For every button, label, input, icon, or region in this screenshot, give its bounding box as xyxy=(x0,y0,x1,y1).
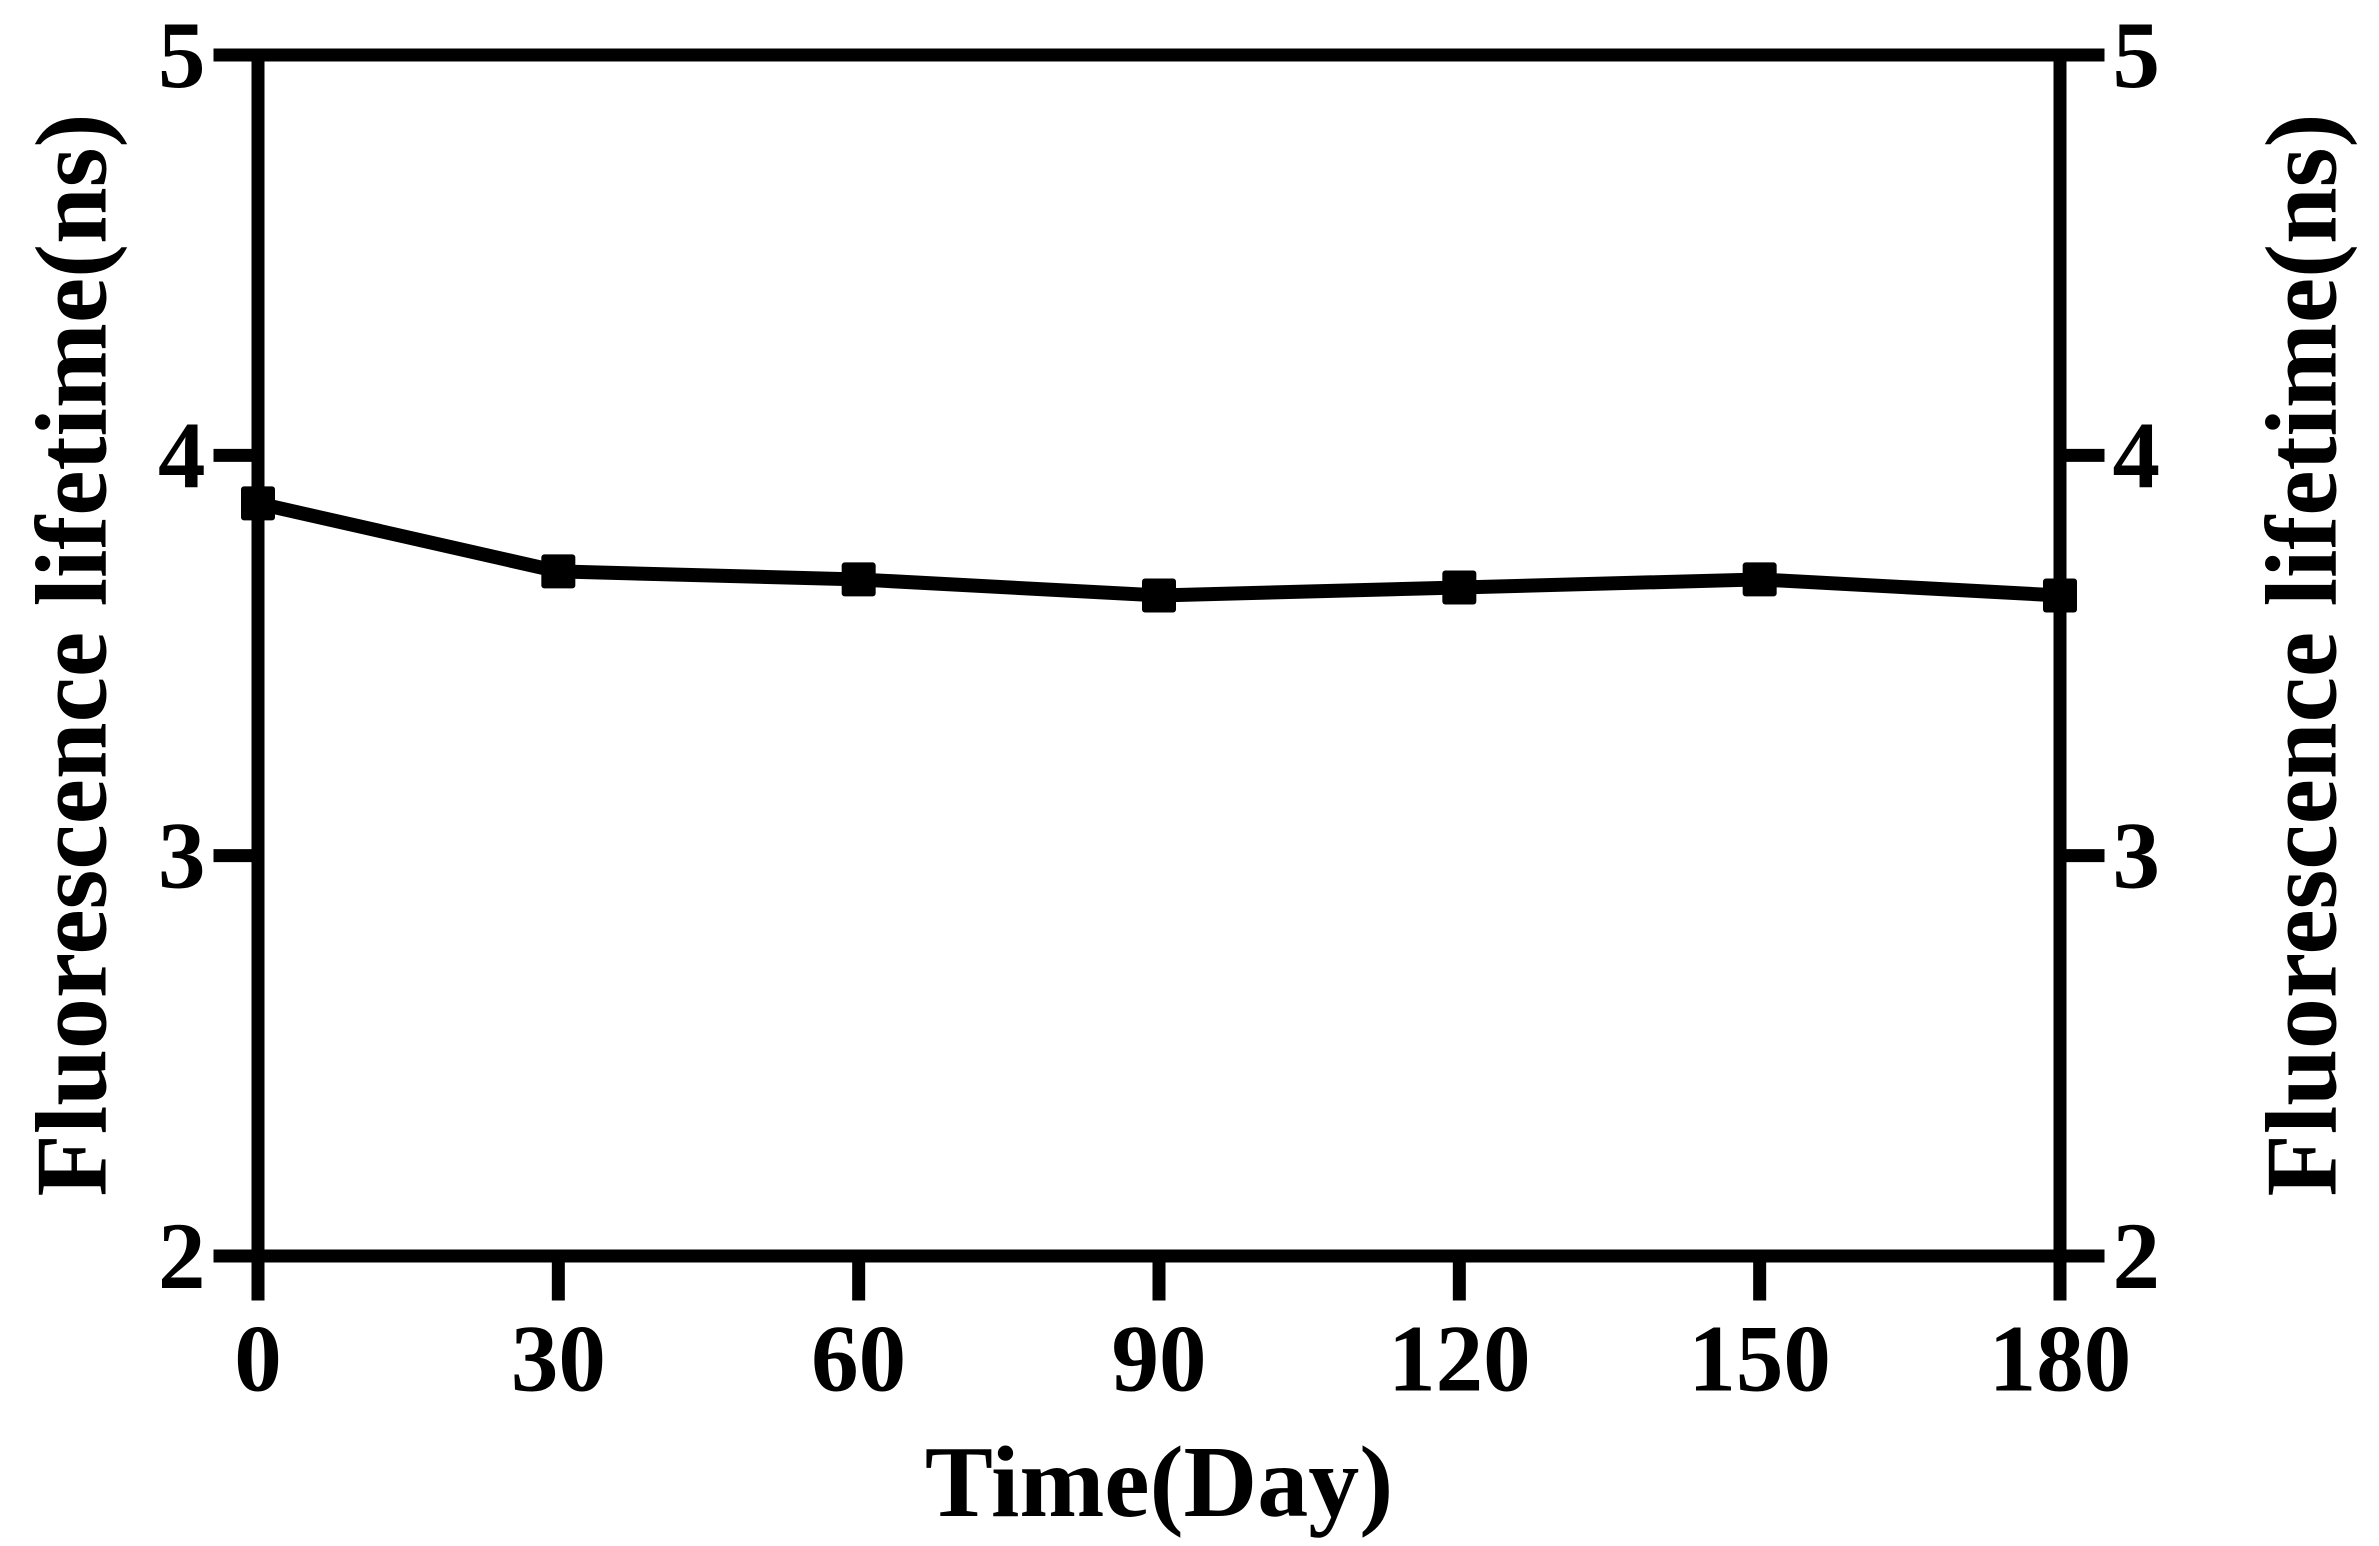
tick-labels: 2 3 4 5 2 3 4 5 0 30 60 90 120 150 180 xyxy=(158,2,2160,1412)
data-point-marker xyxy=(1742,562,1777,597)
data-point-marker xyxy=(2043,578,2077,613)
data-point-marker xyxy=(241,486,275,521)
data-point-marker xyxy=(1442,570,1477,605)
x-tick-label: 90 xyxy=(1112,1306,1207,1412)
x-tick-label: 150 xyxy=(1688,1306,1831,1412)
y-tick-label-right: 2 xyxy=(2113,1203,2161,1309)
data-series xyxy=(241,486,2077,613)
y-tick-label-left: 2 xyxy=(158,1203,206,1309)
y-tick-label-right: 5 xyxy=(2113,2,2161,108)
y-axis-title-left: Fluorescence lifetime(ns) xyxy=(16,114,129,1197)
plot-border xyxy=(251,48,2067,1263)
plot-frame xyxy=(251,48,2067,1263)
y-axis-title-right: Fluorescence lifetime(ns) xyxy=(2246,114,2359,1197)
y-tick-label-right: 3 xyxy=(2113,803,2161,909)
x-tick-label: 120 xyxy=(1388,1306,1531,1412)
x-tick-label: 60 xyxy=(811,1306,906,1412)
x-tick-label: 180 xyxy=(1989,1306,2132,1412)
data-point-marker xyxy=(541,554,576,589)
y-tick-label-left: 5 xyxy=(158,2,206,108)
data-point-marker xyxy=(1142,578,1176,613)
axis-ticks xyxy=(213,48,2105,1301)
y-tick-label-right: 4 xyxy=(2113,402,2161,508)
y-tick-label-left: 4 xyxy=(158,402,206,508)
x-tick-label: 0 xyxy=(234,1306,282,1412)
x-tick-label: 30 xyxy=(511,1306,606,1412)
y-tick-label-left: 3 xyxy=(158,803,206,909)
x-axis-title: Time(Day) xyxy=(925,1426,1393,1539)
data-point-marker xyxy=(841,562,876,597)
